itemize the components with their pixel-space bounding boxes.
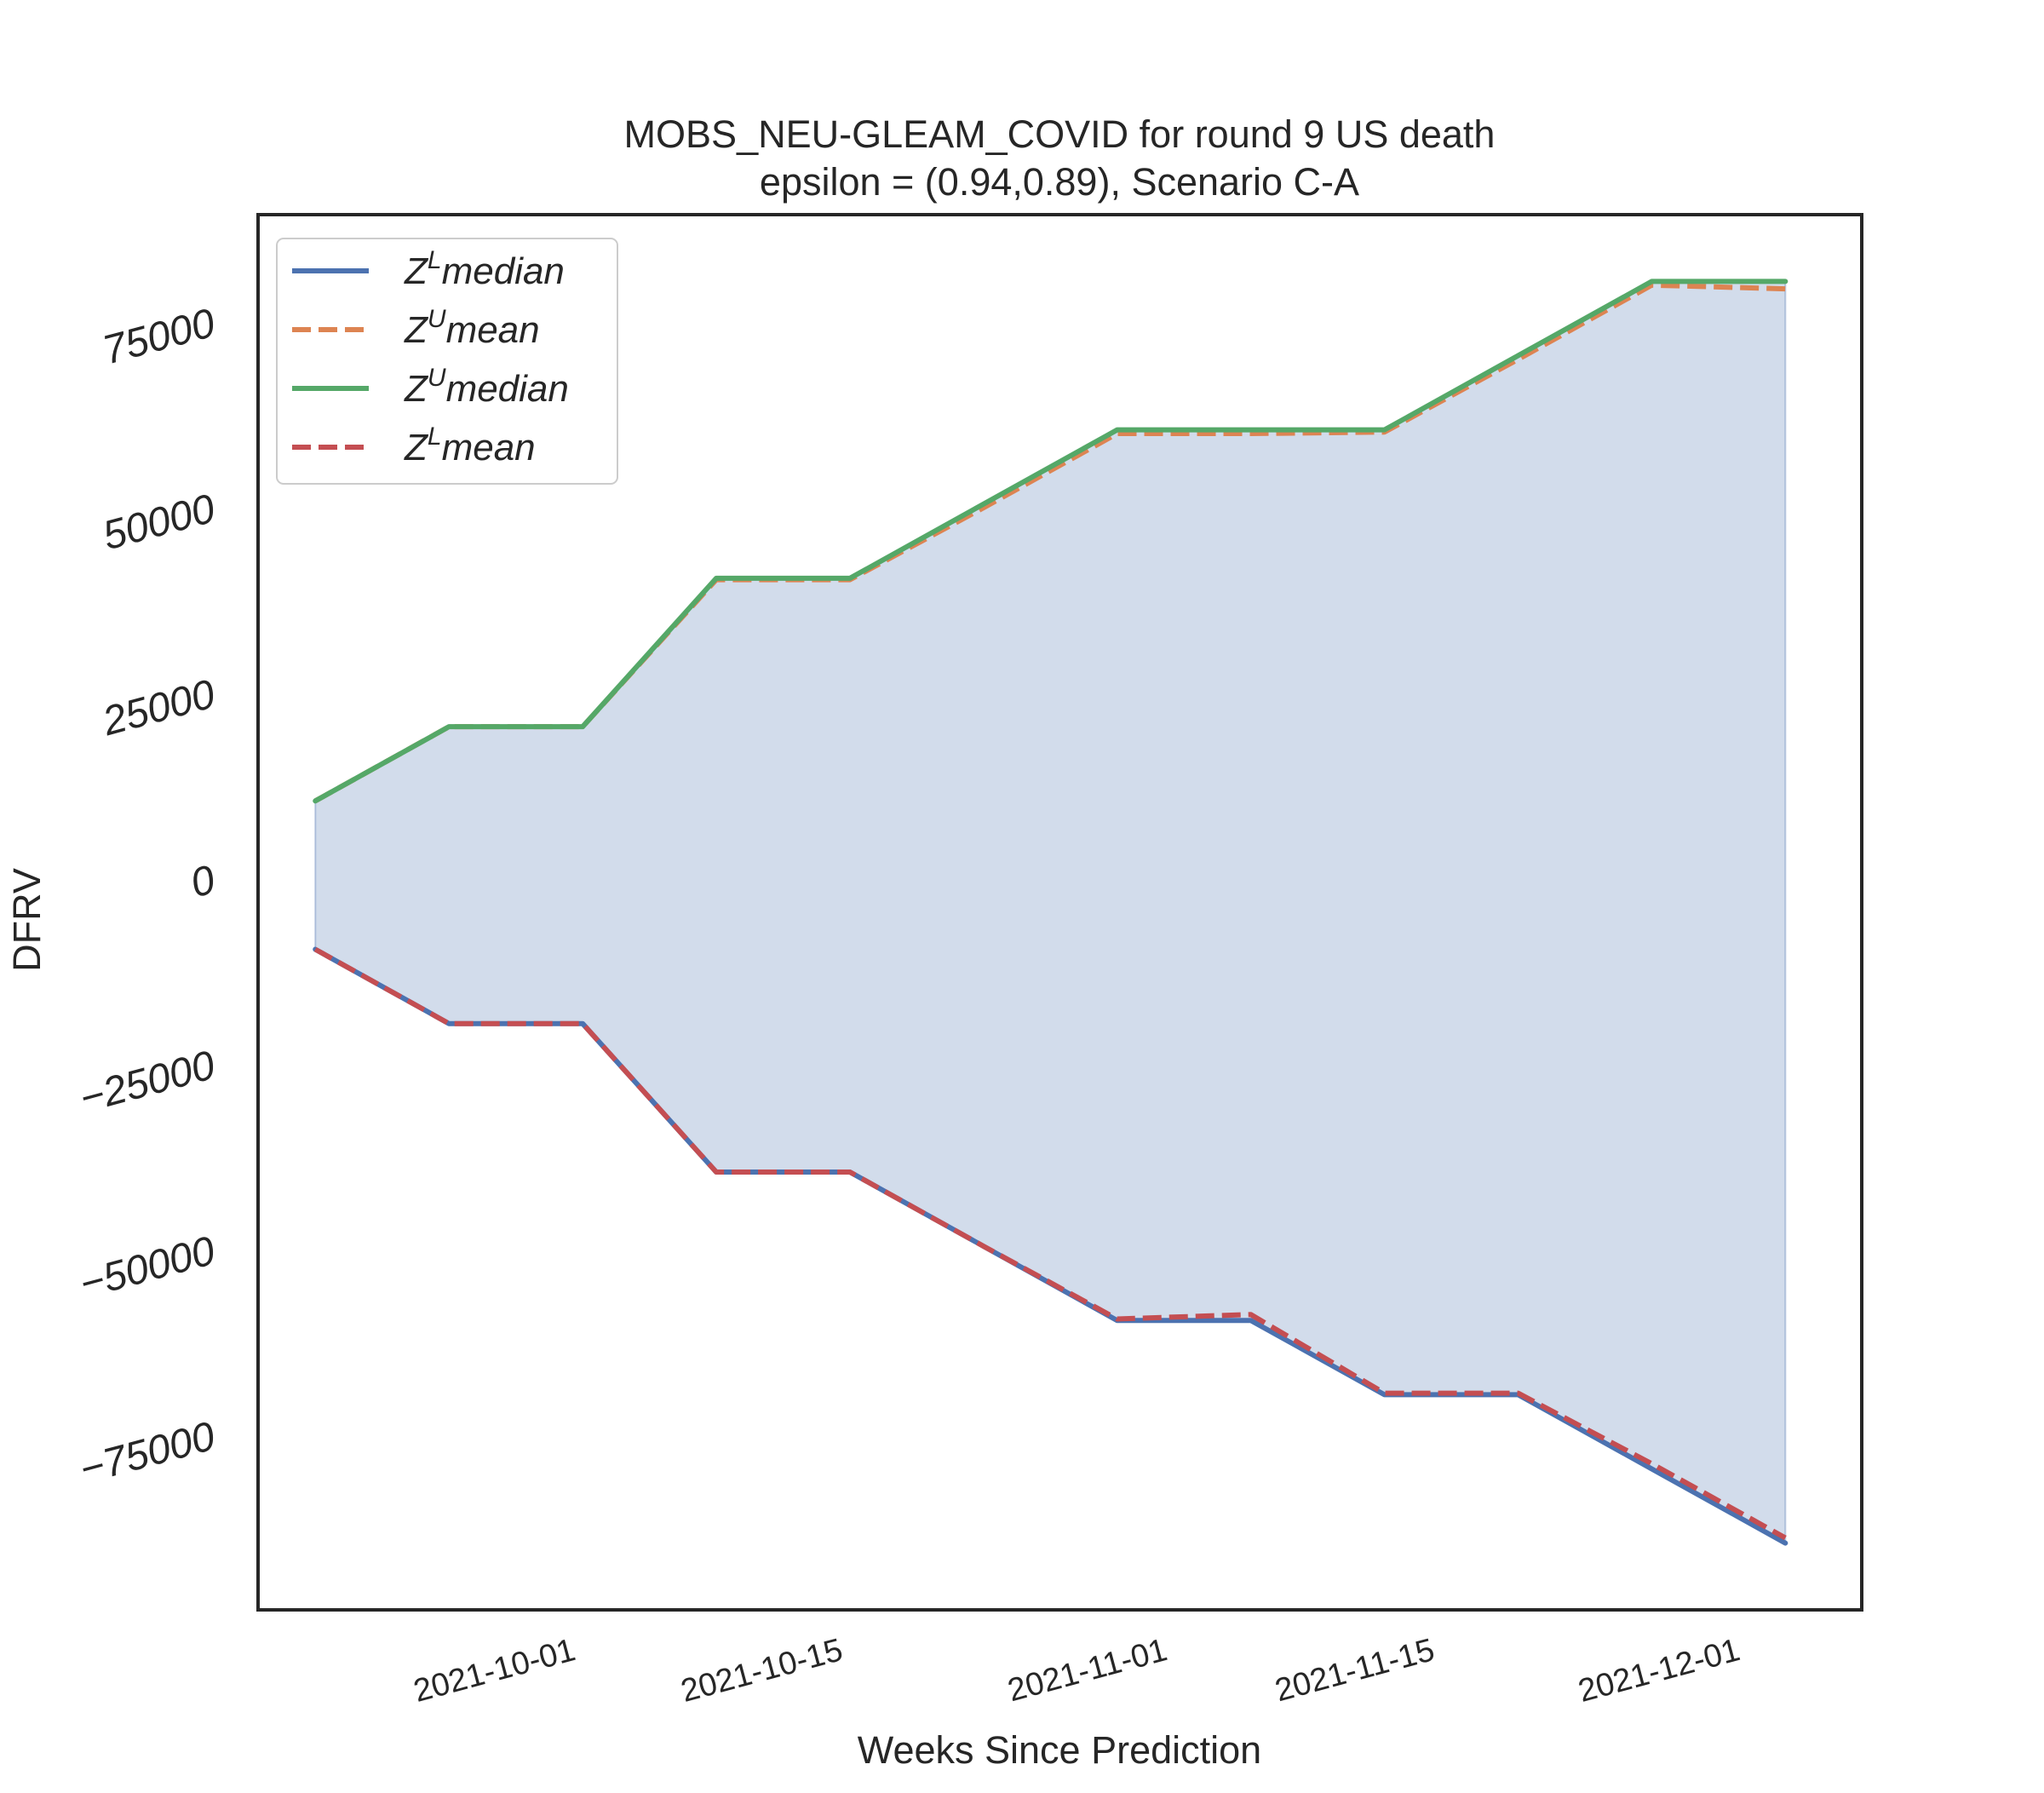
y-tick-label: 0 xyxy=(186,857,220,906)
chart-subtitle: epsilon = (0.94,0.89), Scenario C-A xyxy=(760,160,1359,204)
y-tick-label: −75000 xyxy=(75,1414,220,1493)
y-tick-label: 25000 xyxy=(97,671,220,744)
legend-frame xyxy=(276,238,618,485)
legend-label-0: ZLmedian xyxy=(404,246,565,292)
x-axis-label: Weeks Since Prediction xyxy=(858,1728,1261,1772)
y-tick-label: 50000 xyxy=(98,486,220,560)
series-line-3 xyxy=(313,946,1787,1541)
x-tick-label: 2021-10-15 xyxy=(677,1632,847,1710)
chart-title: MOBS_NEU-GLEAM_COVID for round 9 US deat… xyxy=(624,112,1496,156)
x-tick-label: 2021-11-01 xyxy=(1004,1632,1171,1709)
y-tick-label: −50000 xyxy=(75,1228,220,1307)
x-tick-label: 2021-11-15 xyxy=(1272,1632,1438,1709)
series-layer xyxy=(313,279,1788,1546)
y-axis-label: DFRV xyxy=(5,868,49,972)
legend-label-1: ZUmean xyxy=(404,305,540,351)
y-tick-label: 75000 xyxy=(98,301,220,374)
series-line-2 xyxy=(313,279,1788,804)
legend-label-3: ZLmean xyxy=(404,422,536,468)
plot-frame xyxy=(256,213,1863,1612)
y-axis-ticks: −75000 −50000 −25000 0 25000 50000 75000 xyxy=(75,301,220,1493)
x-tick-label: 2021-12-01 xyxy=(1575,1632,1744,1710)
x-tick-label: 2021-10-01 xyxy=(410,1632,579,1710)
x-axis-ticks: 2021-10-01 2021-10-15 2021-11-01 2021-11-15… xyxy=(410,1632,1743,1710)
y-tick-label: −25000 xyxy=(75,1043,220,1122)
